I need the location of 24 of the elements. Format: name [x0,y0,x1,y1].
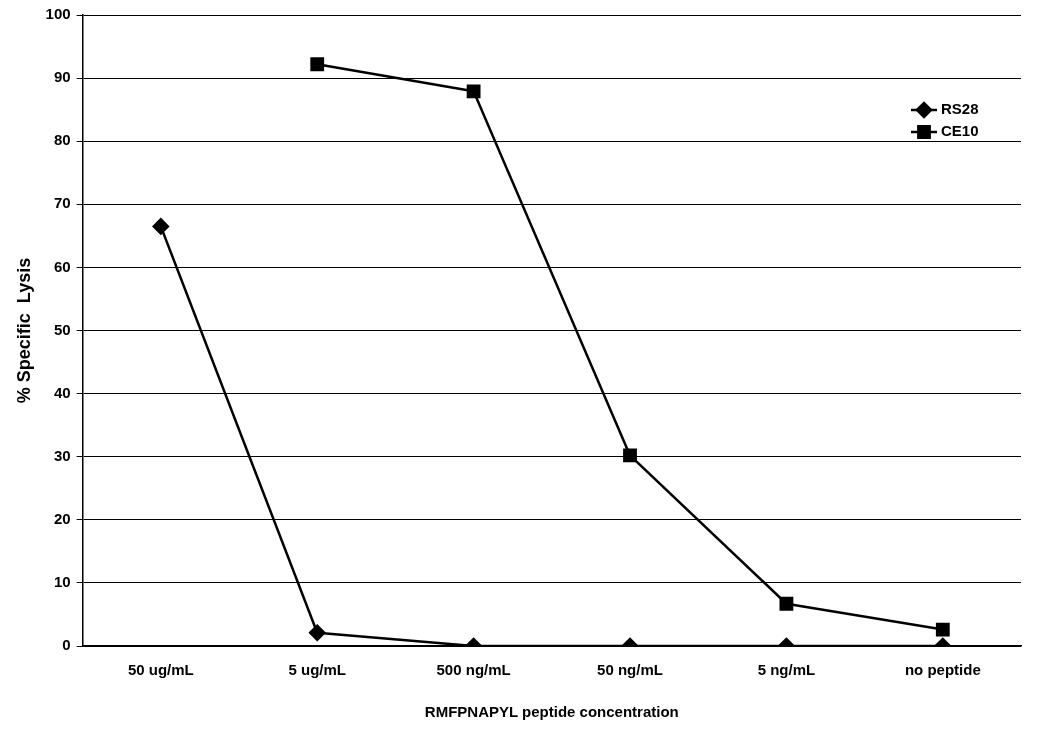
x-tick-label: no peptide [904,661,981,679]
y-tick-label: 90 [53,68,71,86]
y-axis-title: % Specific Lysis [13,257,34,404]
point [310,57,325,72]
x-tick-label: 50 ug/mL [127,661,194,679]
x-tick-label: 50 ng/mL [597,661,663,679]
y-tick-label: 70 [53,194,71,212]
y-tick-label: 100 [45,5,71,23]
y-tick-label: 30 [53,446,71,464]
y-tick-label: 20 [53,509,71,527]
y-tick-label: 60 [53,257,71,275]
y-tick-label: 80 [53,131,71,149]
x-tick-label: 500 ng/mL [436,661,511,679]
y-tick-label: 50 [53,320,71,338]
x-axis-title: RMFPNAPYL peptide concentration [424,703,679,721]
x-tick-label: 5 ug/mL [288,661,346,679]
y-tick-label: 0 [62,636,71,654]
point [466,84,481,99]
point [152,218,170,235]
y-tick-label: 10 [53,573,71,591]
legend-label: CE10 [941,122,979,140]
y-tick-label: 40 [53,383,71,401]
x-tick-label: 5 ng/mL [757,661,816,679]
legend-label: RS28 [941,100,979,118]
